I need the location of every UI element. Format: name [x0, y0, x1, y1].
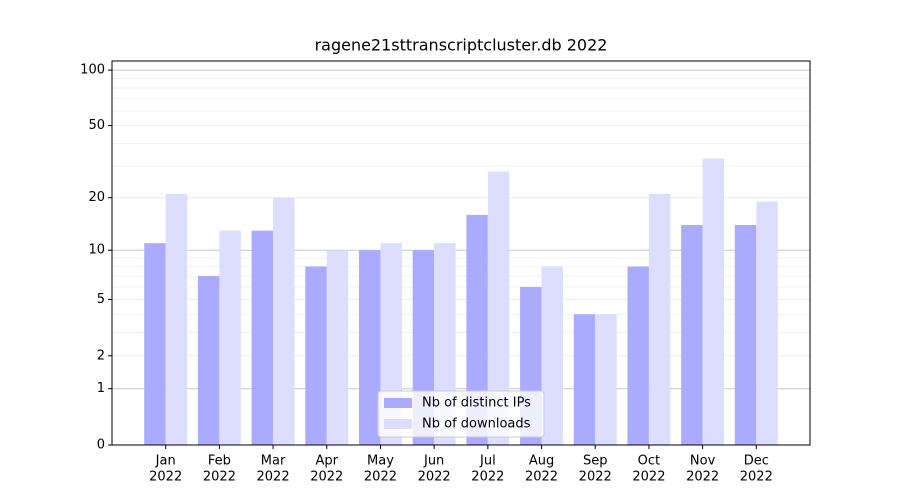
bar	[305, 266, 327, 445]
bar	[326, 250, 349, 445]
y-tick-label: 10	[88, 243, 105, 258]
bar	[756, 201, 778, 445]
bar	[144, 243, 166, 445]
x-tick-label: May	[367, 454, 394, 469]
x-tick-label: 2022	[310, 470, 343, 485]
plot-frame	[111, 60, 811, 446]
x-tick-label: Nov	[690, 454, 716, 469]
x-tick-label: Oct	[638, 454, 660, 469]
bar	[197, 276, 220, 445]
y-tick-label: 100	[80, 63, 105, 78]
bar	[358, 250, 381, 445]
x-tick-label: 2022	[579, 470, 612, 485]
bar	[648, 193, 671, 445]
x-tick-label: Jul	[479, 454, 496, 469]
bar	[541, 266, 564, 445]
x-tick-label: Jan	[155, 454, 176, 469]
y-tick-label: 2	[97, 348, 105, 363]
legend-label: Nb of downloads	[422, 417, 531, 432]
x-tick-label: 2022	[418, 470, 451, 485]
legend-swatch	[384, 419, 412, 429]
x-tick-label: Apr	[316, 454, 339, 469]
chart-title: ragene21sttranscriptcluster.db 2022	[315, 36, 608, 55]
x-tick-label: Aug	[529, 454, 554, 469]
x-tick-label: 2022	[203, 470, 236, 485]
legend-label: Nb of distinct IPs	[422, 396, 531, 411]
bar	[251, 230, 274, 445]
bar	[273, 197, 295, 445]
bar	[573, 314, 596, 445]
x-tick-label: Mar	[261, 454, 286, 469]
x-tick-label: 2022	[525, 470, 558, 485]
legend-swatch	[384, 398, 412, 408]
x-tick-label: 2022	[257, 470, 290, 485]
legend-box	[377, 390, 545, 438]
x-tick-label: 2022	[471, 470, 504, 485]
y-tick-label: 1	[97, 381, 105, 396]
bar	[595, 314, 617, 445]
bar	[702, 158, 725, 446]
x-tick-label: 2022	[686, 470, 719, 485]
bar	[165, 193, 188, 445]
bar	[734, 225, 757, 445]
y-tick-label: 20	[88, 190, 105, 205]
bar	[466, 214, 488, 445]
x-tick-label: Dec	[744, 454, 769, 469]
bar	[219, 230, 241, 445]
bar	[627, 266, 649, 445]
x-tick-label: Feb	[208, 454, 231, 469]
y-tick-label: 50	[88, 118, 105, 133]
x-tick-label: Jun	[423, 454, 444, 469]
x-tick-label: 2022	[740, 470, 773, 485]
x-tick-label: 2022	[149, 470, 182, 485]
bar	[487, 171, 510, 445]
x-tick-label: 2022	[364, 470, 397, 485]
y-tick-label: 0	[97, 438, 105, 453]
y-tick-label: 5	[97, 292, 105, 307]
x-tick-label: Sep	[583, 454, 608, 469]
x-tick-label: 2022	[632, 470, 665, 485]
bar	[681, 225, 703, 445]
